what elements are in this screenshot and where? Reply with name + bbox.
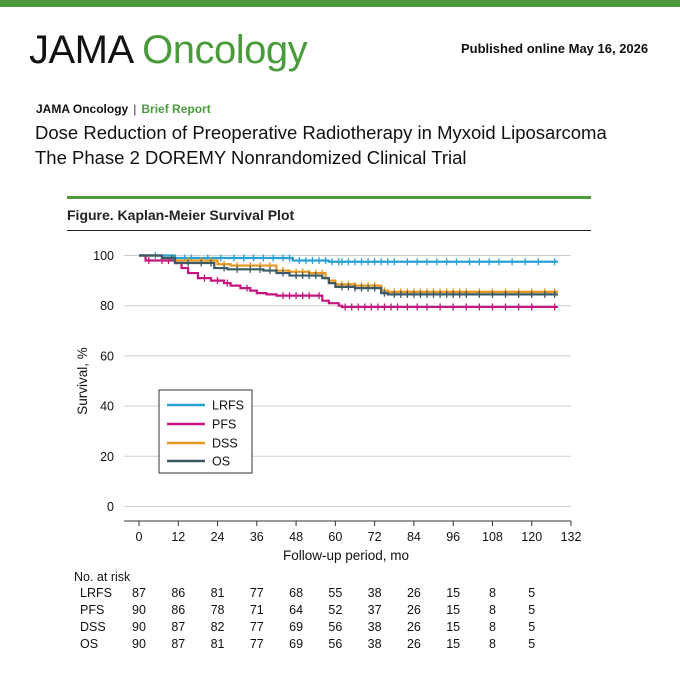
article-subtitle: The Phase 2 DOREMY Nonrandomized Clinica… [35,147,467,168]
risk-cell: 81 [211,637,225,651]
risk-cell: 5 [528,603,535,617]
x-tick-label: 0 [136,530,143,544]
risk-cell: 5 [528,586,535,600]
risk-cell: 78 [211,603,225,617]
x-tick-label: 24 [211,530,225,544]
survival-curve-lrfs [139,254,558,263]
risk-row-label: OS [80,637,98,651]
journal-logo: JAMA Oncology [29,28,308,72]
risk-cell: 77 [250,637,264,651]
risk-cell: 86 [171,603,185,617]
y-tick-label: 40 [100,400,114,414]
x-tick-label: 96 [446,530,460,544]
axis-layer: 0 20 40 60 80 100 0 12 24 36 48 60 72 84 96 108 120 132 [93,249,581,544]
risk-cell: 90 [132,603,146,617]
risk-cell: 69 [289,620,303,634]
risk-cell: 68 [289,586,303,600]
logo-oncology: Oncology [142,28,308,72]
risk-cell: 82 [211,620,225,634]
risk-cell: 26 [407,637,421,651]
x-tick-label: 12 [171,530,185,544]
risk-cell: 15 [446,603,460,617]
series-pfs [139,254,558,311]
risk-cell: 5 [528,620,535,634]
y-tick-label: 0 [107,500,114,514]
risk-row-label: DSS [80,620,106,634]
risk-cell: 87 [171,637,185,651]
x-tick-label: 60 [328,530,342,544]
legend: LRFS PFS DSS OS [158,389,253,474]
risk-cell: 8 [489,637,496,651]
risk-cell: 37 [368,603,382,617]
y-tick-label: 80 [100,299,114,313]
figure-label: Figure. Kaplan-Meier Survival Plot [67,207,295,223]
article-kicker: JAMA Oncology | Brief Report [36,102,211,116]
risk-cell: 55 [328,586,342,600]
legend-label-lrfs: LRFS [212,399,244,413]
risk-cell: 90 [132,620,146,634]
figure-divider [67,230,591,231]
article-title: Dose Reduction of Preoperative Radiother… [35,122,607,143]
series-lrfs [139,252,558,266]
risk-cell: 64 [289,603,303,617]
risk-cell: 90 [132,637,146,651]
figure-top-rule [67,196,591,199]
risk-cell: 8 [489,603,496,617]
risk-cell: 86 [171,586,185,600]
risk-cell: 26 [407,586,421,600]
risk-cell: 87 [132,586,146,600]
risk-cell: 71 [250,603,264,617]
legend-label-dss: DSS [212,437,238,451]
risk-cell: 5 [528,637,535,651]
risk-cell: 8 [489,586,496,600]
risk-cell: 52 [328,603,342,617]
legend-label-pfs: PFS [212,418,236,432]
x-tick-label: 48 [289,530,303,544]
risk-cell: 81 [211,586,225,600]
risk-cell: 8 [489,620,496,634]
risk-row-label: LRFS [80,586,112,600]
risk-cell: 15 [446,586,460,600]
legend-label-os: OS [212,455,230,469]
y-tick-label: 100 [93,249,114,263]
x-tick-label: 120 [521,530,542,544]
y-tick-label: 20 [100,450,114,464]
article-type: Brief Report [141,102,211,116]
journal-name: JAMA Oncology [36,102,129,116]
x-tick-label: 84 [407,530,421,544]
series-os [139,254,558,298]
risk-cell: 15 [446,637,460,651]
series-layer [139,252,558,311]
risk-table-title: No. at risk [74,570,131,584]
x-tick-label: 36 [250,530,264,544]
risk-cell: 38 [368,586,382,600]
risk-cell: 56 [328,637,342,651]
x-tick-label: 108 [482,530,503,544]
risk-cell: 38 [368,637,382,651]
publication-date: Published online May 16, 2026 [461,41,649,56]
grid-layer [124,255,571,507]
risk-cell: 56 [328,620,342,634]
y-tick-label: 60 [100,349,114,363]
risk-cell: 77 [250,586,264,600]
x-tick-label: 132 [561,530,582,544]
x-tick-label: 72 [368,530,382,544]
risk-cell: 87 [171,620,185,634]
risk-cell: 38 [368,620,382,634]
risk-cell: 69 [289,637,303,651]
top-accent-bar [0,0,680,7]
risk-row-label: PFS [80,603,104,617]
risk-cell: 77 [250,620,264,634]
survival-curve-pfs [139,254,558,309]
logo-jama: JAMA [29,28,132,72]
x-axis-label: Follow-up period, mo [283,548,409,563]
risk-cell: 26 [407,603,421,617]
kicker-separator: | [133,102,137,116]
y-axis-label: Survival, % [75,347,90,415]
risk-cell: 15 [446,620,460,634]
risk-cell: 26 [407,620,421,634]
